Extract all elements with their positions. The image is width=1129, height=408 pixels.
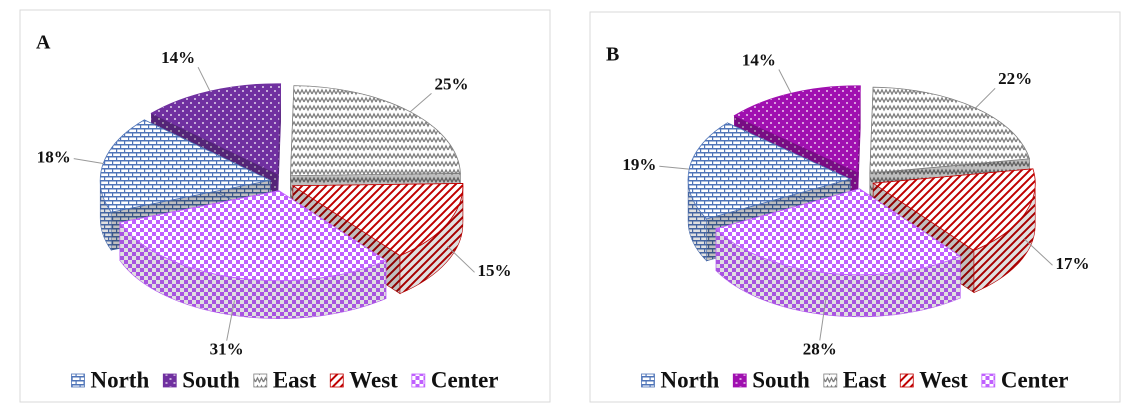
legend-swatch bbox=[253, 373, 268, 388]
data-label: 14% bbox=[742, 50, 776, 69]
legend-label: North bbox=[660, 367, 719, 392]
slice bbox=[733, 85, 861, 173]
legend-label: Center bbox=[1001, 367, 1069, 392]
leader-line bbox=[73, 158, 104, 165]
slice-shade bbox=[973, 183, 1036, 293]
slice-shade bbox=[119, 222, 386, 319]
data-label: 25% bbox=[434, 74, 468, 93]
leader-line bbox=[409, 92, 432, 113]
slice bbox=[715, 188, 962, 276]
leader-line bbox=[1024, 238, 1053, 266]
legend-label: North bbox=[90, 367, 149, 392]
leader-line bbox=[197, 66, 211, 92]
legend-swatch bbox=[162, 373, 177, 388]
legend-label: South bbox=[752, 367, 810, 392]
data-label: 17% bbox=[1056, 254, 1090, 273]
slice-shade bbox=[716, 228, 961, 317]
legend-swatch bbox=[899, 373, 914, 388]
leader-line bbox=[819, 298, 827, 341]
panel-title: A bbox=[36, 32, 51, 54]
legend-swatch bbox=[823, 373, 838, 388]
slice bbox=[119, 190, 387, 282]
slice bbox=[872, 168, 1036, 252]
leader-line bbox=[975, 87, 996, 109]
leader-line bbox=[659, 165, 690, 170]
leader-line bbox=[226, 300, 235, 341]
data-label: 19% bbox=[622, 155, 656, 174]
slice bbox=[291, 183, 464, 257]
data-label: 31% bbox=[210, 340, 244, 359]
data-label: 22% bbox=[998, 69, 1032, 88]
legend-swatch bbox=[71, 373, 85, 388]
legend-swatch bbox=[329, 373, 344, 388]
legend-swatch bbox=[732, 373, 747, 388]
legend-label: West bbox=[919, 367, 968, 392]
data-label: 28% bbox=[803, 339, 837, 358]
legend: North South East West Center bbox=[71, 367, 499, 392]
data-label: 18% bbox=[37, 148, 71, 167]
legend: North South East West Center bbox=[641, 367, 1069, 392]
panel-title: B bbox=[606, 44, 619, 66]
legend-label: West bbox=[349, 367, 398, 392]
legend-label: Center bbox=[431, 367, 499, 392]
slice-shade bbox=[399, 185, 463, 294]
data-label: 14% bbox=[161, 48, 195, 67]
data-label: 15% bbox=[478, 261, 512, 280]
slice bbox=[687, 122, 852, 220]
legend-label: East bbox=[273, 367, 317, 392]
legend-label: East bbox=[843, 367, 887, 392]
legend-swatch bbox=[411, 373, 426, 388]
leader-line bbox=[778, 69, 792, 94]
slice bbox=[290, 85, 461, 177]
legend-label: South bbox=[182, 367, 240, 392]
legend-swatch bbox=[641, 373, 655, 388]
legend-swatch bbox=[981, 373, 996, 388]
leader-line bbox=[446, 245, 475, 273]
